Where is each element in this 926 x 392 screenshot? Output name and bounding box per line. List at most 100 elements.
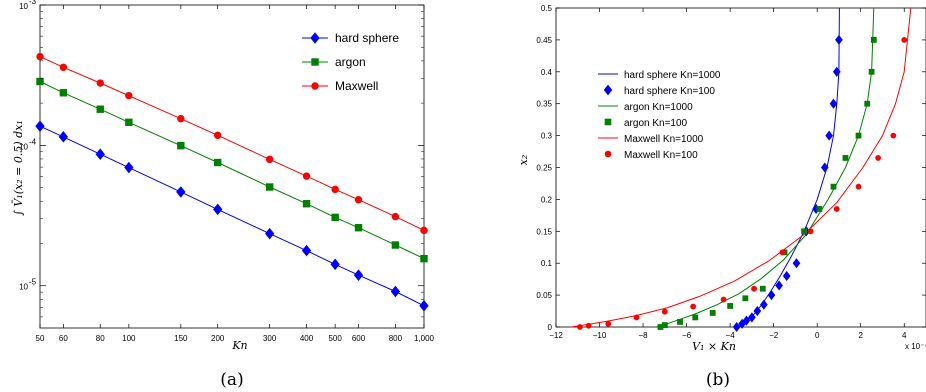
data-point-argon: [177, 141, 185, 150]
data-point-maxwell-kn-100: [690, 303, 697, 310]
data-point-argon: [213, 158, 222, 167]
data-point-argon: [36, 77, 44, 86]
data-point-hard-sphere-kn-100: [748, 312, 756, 323]
data-point-argon-kn-100: [759, 285, 766, 292]
data-point-argon: [125, 118, 133, 127]
x-tick-label: 100: [122, 334, 136, 343]
x-tick-label: −4: [726, 331, 736, 340]
data-point-argon-kn-100: [661, 322, 668, 328]
y-tick-label: 0.05: [536, 291, 552, 300]
x-tick-label: −8: [638, 331, 648, 340]
y-tick-label: 0.3: [541, 132, 553, 141]
legend-marker: [604, 118, 612, 126]
data-point-hard-sphere: [58, 131, 69, 143]
x-tick-label: 600: [352, 334, 366, 343]
legend-marker: [310, 32, 320, 44]
data-point-maxwell-kn-100: [751, 285, 757, 292]
legend-label: argon Kn=1000: [624, 102, 693, 113]
legend-label: hard sphere Kn=1000: [624, 70, 721, 81]
data-point-maxwell-kn-100: [720, 296, 727, 303]
data-point-maxwell: [96, 79, 104, 87]
legend-label: hard sphere: [335, 31, 399, 45]
data-point-argon: [302, 200, 311, 208]
data-point-hard-sphere-kn-100: [829, 98, 838, 109]
panel-b: −12 −10 −8 −6 −4 −2 0 2 4 0 0.05 0.1 0.15 0.2 0.25 0.3…: [517, 4, 926, 390]
data-point-argon-kn-100: [870, 37, 877, 43]
data-point-argon-kn-100: [816, 206, 823, 212]
data-point-maxwell: [177, 114, 185, 123]
data-point-argon-kn-100: [709, 310, 716, 316]
panel-label-a: (a): [220, 370, 243, 390]
y-tick-label: 0.45: [536, 36, 552, 45]
legend-marker: [311, 82, 319, 90]
data-point-hard-sphere-kn-100: [825, 130, 833, 141]
x-tick-label: 50: [36, 334, 45, 343]
data-point-argon-kn-100: [801, 228, 808, 235]
x-tick-label: −12: [549, 331, 563, 340]
panel-label-b: (b): [706, 370, 730, 390]
data-point-hard-sphere: [330, 258, 340, 271]
data-point-maxwell-kn-100: [855, 183, 862, 190]
x-tick-label: 80: [96, 334, 105, 343]
data-point-argon-kn-100: [742, 295, 749, 302]
panel-a: 50 60 80 100 150 200 300 400 500 600 800 1,000 10-5…: [12, 0, 435, 390]
data-point-argon: [265, 183, 274, 191]
data-point-hard-sphere-kn-100: [832, 66, 841, 77]
data-point-hard-sphere: [176, 186, 186, 198]
data-point-hard-sphere-kn-100: [835, 34, 843, 45]
legend-label: argon: [335, 55, 366, 69]
x-tick-label: 4: [902, 331, 907, 340]
y-tick-label: 10: [19, 142, 28, 151]
data-point-maxwell: [354, 196, 363, 204]
data-point-maxwell-kn-100: [875, 155, 882, 161]
x-tick-label: 2: [858, 331, 863, 340]
plot-area-b: [555, 7, 926, 328]
y-axis-label-b: x₂: [517, 155, 530, 166]
data-point-maxwell: [302, 172, 311, 180]
data-point-argon: [59, 89, 68, 97]
legend-b: hard sphere Kn=1000 hard sphere Kn=100 arg…: [598, 70, 721, 161]
legend-marker: [603, 84, 613, 96]
y-tick-label: 0: [548, 323, 553, 332]
y-tick-label: 0.4: [541, 68, 553, 77]
y-tick-label: 0.1: [541, 259, 553, 268]
data-point-hard-sphere-kn-100: [753, 306, 762, 317]
x-tick-label: 200: [211, 334, 225, 343]
data-point-maxwell-kn-100: [890, 132, 897, 139]
data-point-hard-sphere-kn-100: [775, 280, 783, 291]
data-point-hard-sphere: [419, 299, 429, 312]
data-point-maxwell-kn-100: [901, 37, 908, 43]
legend-label: argon Kn=100: [624, 118, 688, 129]
data-point-argon-kn-100: [868, 68, 875, 75]
legend-label: Maxwell Kn=100: [624, 150, 698, 161]
data-point-hard-sphere-kn-100: [760, 299, 768, 310]
y-tick-label: 0.5: [541, 4, 553, 13]
x-tick-label: 500: [328, 334, 342, 343]
data-point-maxwell: [420, 226, 428, 235]
data-point-maxwell-kn-100: [577, 324, 583, 330]
legend-label: Maxwell Kn=1000: [624, 134, 704, 145]
data-point-argon: [391, 241, 400, 249]
y-tick-label: 10: [19, 2, 28, 11]
y-tick-exponent: -3: [29, 0, 37, 6]
data-point-hard-sphere: [95, 148, 105, 161]
y-tick-label: 0.35: [536, 100, 552, 109]
x-tick-label: −2: [769, 331, 779, 340]
legend-marker: [604, 150, 612, 158]
x-multiplier-b: x 10⁻⁴: [905, 342, 926, 351]
x-tick-label: 1,000: [414, 334, 435, 343]
x-tick-label: 800: [389, 334, 403, 343]
x-tick-label: 0: [815, 331, 820, 340]
data-point-hard-sphere-kn-100: [792, 258, 801, 269]
data-point-maxwell: [125, 91, 133, 100]
x-tick-label: 60: [59, 334, 68, 343]
data-point-hard-sphere: [353, 269, 364, 281]
series-line-maxwell: [39, 56, 425, 231]
legend-marker: [311, 58, 319, 66]
data-point-argon: [96, 105, 104, 113]
x-tick-label: −6: [682, 331, 692, 340]
data-point-maxwell: [213, 131, 222, 139]
data-point-hard-sphere-kn-100: [767, 290, 776, 301]
y-tick-label: 0.15: [536, 227, 552, 236]
x-tick-label: 150: [174, 334, 188, 343]
